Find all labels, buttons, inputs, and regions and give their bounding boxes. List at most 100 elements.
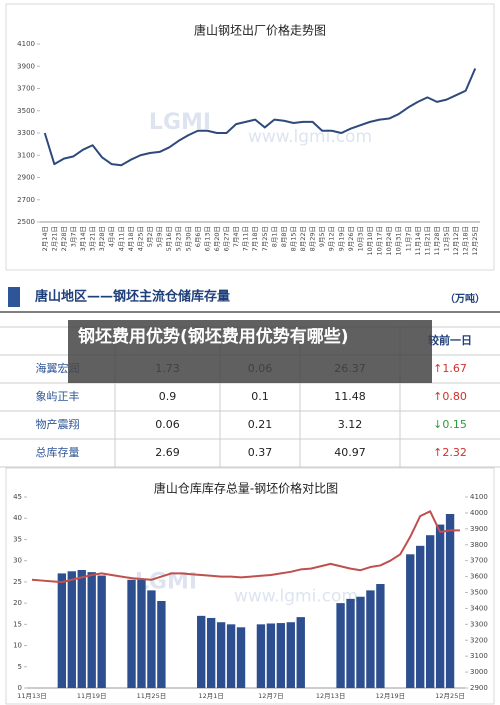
chart-frame bbox=[5, 3, 495, 271]
x-tick-label: 2月21日 bbox=[50, 226, 58, 251]
bar bbox=[416, 545, 425, 688]
table-cell: ↑2.32 bbox=[433, 446, 467, 459]
table-cell: 0.1 bbox=[251, 390, 269, 403]
x-tick-label: 8月1日 bbox=[270, 226, 278, 247]
line bbox=[31, 510, 461, 584]
bar bbox=[256, 624, 266, 688]
bar bbox=[236, 627, 246, 688]
y2-tick-label: 3700 bbox=[470, 557, 488, 565]
table-unit: （万吨） bbox=[445, 292, 485, 305]
y2-tick-label: 4000 bbox=[470, 509, 488, 517]
y-tick-label: 2900 bbox=[17, 174, 35, 182]
bar bbox=[346, 598, 355, 688]
x-tick-label: 8月15日 bbox=[289, 226, 297, 251]
x-tick-label: 7月25日 bbox=[261, 226, 269, 251]
column-header: 较前一日 bbox=[428, 333, 472, 347]
y2-tick-label: 3600 bbox=[470, 573, 488, 581]
bar bbox=[147, 590, 156, 688]
x-tick-label: 6月6日 bbox=[194, 226, 202, 247]
y-tick-label: 3500 bbox=[17, 107, 35, 115]
x-tick-label: 11月14日 bbox=[414, 226, 422, 256]
bar bbox=[286, 622, 295, 688]
bar bbox=[226, 624, 236, 688]
x-tick-label: 6月27日 bbox=[223, 226, 231, 251]
y2-tick-label: 2900 bbox=[470, 684, 488, 692]
bar bbox=[435, 524, 445, 688]
y2-tick-label: 3300 bbox=[470, 620, 488, 628]
x-tick-label: 5月30日 bbox=[184, 226, 192, 251]
x-tick-label: 6月13日 bbox=[203, 226, 211, 251]
y-tick-label: 40 bbox=[13, 514, 22, 522]
x-tick-label: 9月12日 bbox=[328, 226, 336, 251]
x-tick-label: 5月9日 bbox=[156, 226, 164, 247]
table-cell: 0.37 bbox=[248, 446, 273, 459]
x-tick-label: 12月1日 bbox=[198, 692, 223, 700]
bar bbox=[336, 603, 345, 688]
y-tick-label: 3100 bbox=[17, 151, 35, 159]
y-tick-label: 3300 bbox=[17, 129, 35, 137]
x-tick-label: 2月28日 bbox=[60, 226, 68, 251]
y2-tick-label: 3000 bbox=[470, 668, 488, 676]
table-cell: 0.21 bbox=[248, 418, 273, 431]
table-cell: ↑0.80 bbox=[433, 390, 467, 403]
overlay-caption: 钢坯费用优势(钢坯费用优势有哪些) bbox=[68, 320, 432, 383]
x-tick-label: 6月20日 bbox=[213, 226, 221, 251]
x-tick-label: 12月19日 bbox=[376, 692, 406, 700]
x-tick-label: 7月4日 bbox=[232, 226, 240, 247]
x-tick-label: 12月25日 bbox=[435, 692, 465, 700]
bar bbox=[296, 617, 305, 688]
y-tick-label: 45 bbox=[13, 493, 22, 501]
table-cell: ↑1.67 bbox=[433, 362, 467, 375]
bar bbox=[276, 623, 286, 688]
bar bbox=[445, 513, 455, 688]
y2-tick-label: 3900 bbox=[470, 525, 488, 533]
x-tick-label: 4月25日 bbox=[136, 226, 144, 251]
y-tick-label: 5 bbox=[18, 663, 22, 671]
x-tick-label: 9月19日 bbox=[337, 226, 345, 251]
y-tick-label: 3700 bbox=[17, 85, 35, 93]
watermark: www.lgmi.com bbox=[234, 587, 358, 607]
y-tick-label: 3900 bbox=[17, 62, 35, 70]
bar bbox=[97, 575, 106, 688]
y-tick-label: 25 bbox=[13, 578, 22, 586]
bar bbox=[157, 600, 166, 688]
x-tick-label: 12月13日 bbox=[316, 692, 346, 700]
table-title: 唐山地区——钢坯主流仓储库存量 bbox=[35, 289, 230, 305]
x-tick-label: 3月7日 bbox=[69, 226, 77, 247]
table-cell: 0.06 bbox=[155, 418, 180, 431]
x-tick-label: 10月31日 bbox=[395, 226, 403, 256]
table-cell: 3.12 bbox=[338, 418, 363, 431]
y-tick-label: 2500 bbox=[17, 218, 35, 226]
y-tick-label: 10 bbox=[13, 642, 22, 650]
y-tick-label: 15 bbox=[13, 620, 22, 628]
y2-tick-label: 3800 bbox=[470, 541, 488, 549]
bar bbox=[67, 571, 76, 688]
table-cell: 40.97 bbox=[334, 446, 366, 459]
x-tick-label: 12月12日 bbox=[452, 226, 460, 256]
watermark: www.lgmi.com bbox=[248, 127, 372, 147]
x-tick-label: 5月23日 bbox=[175, 226, 183, 251]
bar bbox=[356, 596, 365, 688]
x-tick-label: 12月25日 bbox=[471, 226, 479, 256]
x-tick-label: 11月7日 bbox=[404, 226, 412, 251]
bar bbox=[406, 554, 415, 688]
y2-tick-label: 4100 bbox=[470, 493, 488, 501]
x-tick-label: 2月14日 bbox=[41, 226, 49, 251]
x-tick-label: 12月18日 bbox=[462, 226, 470, 256]
chart-frame bbox=[5, 467, 495, 705]
y2-tick-label: 3100 bbox=[470, 652, 488, 660]
x-tick-label: 5月2日 bbox=[146, 226, 154, 247]
bar bbox=[127, 579, 136, 688]
x-tick-label: 11月28日 bbox=[433, 226, 441, 256]
x-tick-label: 11月25日 bbox=[137, 692, 167, 700]
x-tick-label: 5月16日 bbox=[165, 226, 173, 251]
bar bbox=[366, 590, 375, 688]
bar bbox=[376, 584, 385, 688]
x-tick-label: 12月7日 bbox=[258, 692, 283, 700]
x-tick-label: 10月24日 bbox=[385, 226, 393, 256]
x-tick-label: 4月18日 bbox=[127, 226, 135, 251]
row-label: 物产震翔 bbox=[36, 417, 80, 431]
y2-tick-label: 3500 bbox=[470, 589, 488, 597]
bar bbox=[87, 572, 96, 688]
